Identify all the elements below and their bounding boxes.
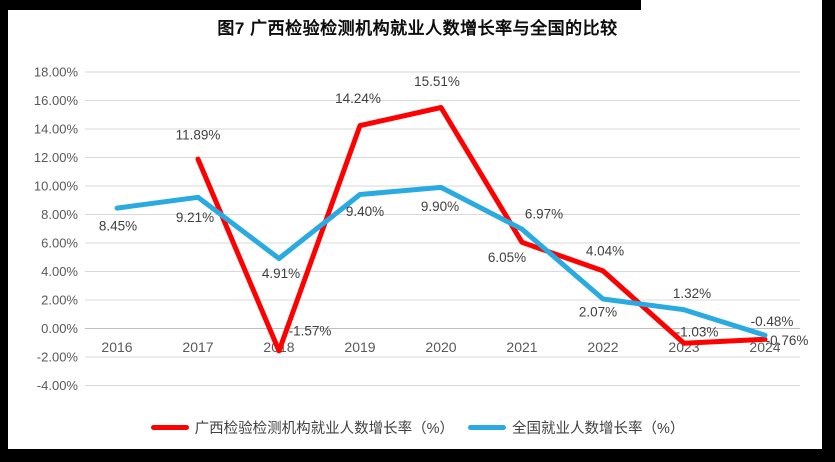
y-axis-tick-label: 0.00% <box>41 321 78 336</box>
legend-item-national: 全国就业人数增长率（%） <box>468 417 684 438</box>
data-label: 6.97% <box>525 207 563 222</box>
data-label: -1.57% <box>289 323 332 338</box>
data-label: 8.45% <box>99 219 137 234</box>
data-label: 9.40% <box>346 204 384 219</box>
x-axis-tick-label: 2017 <box>182 339 213 355</box>
chart-legend: 广西检验检测机构就业人数增长率（%） 全国就业人数增长率（%） <box>0 415 835 439</box>
screen-border-bottom <box>0 449 835 462</box>
screen-border-right <box>822 0 835 462</box>
y-axis-tick-label: 16.00% <box>34 93 79 108</box>
data-label: 4.91% <box>262 266 300 281</box>
legend-item-guangxi: 广西检验检测机构就业人数增长率（%） <box>150 417 454 438</box>
x-axis-tick-label: 2016 <box>101 339 132 355</box>
legend-label: 全国就业人数增长率（%） <box>512 420 685 437</box>
y-axis-tick-label: 18.00% <box>34 65 79 80</box>
x-axis-tick-label: 2019 <box>344 339 375 355</box>
data-label: 9.21% <box>176 210 214 225</box>
y-axis-tick-label: -2.00% <box>37 350 79 365</box>
data-label: 9.90% <box>421 199 459 214</box>
data-label: 14.24% <box>335 91 381 106</box>
x-axis-tick-label: 2022 <box>587 339 618 355</box>
y-axis-tick-label: 2.00% <box>41 293 78 308</box>
data-label: 11.89% <box>176 128 221 143</box>
x-axis-tick-label: 2020 <box>425 339 456 355</box>
data-label: 15.51% <box>414 74 460 89</box>
legend-swatch-red-line-icon <box>150 424 189 430</box>
series-line-national <box>114 184 768 338</box>
data-label: -0.76% <box>766 333 809 348</box>
y-axis-tick-label: 14.00% <box>34 122 79 137</box>
x-axis-tick-label: 2021 <box>506 339 537 355</box>
series-line-guangxi <box>195 105 768 354</box>
data-label: 1.32% <box>673 286 711 301</box>
data-label: -1.03% <box>676 325 719 340</box>
y-axis-tick-label: 12.00% <box>34 150 79 165</box>
y-axis-tick-label: 4.00% <box>41 264 78 279</box>
y-axis-tick-label: 10.00% <box>34 179 79 194</box>
legend-swatch-blue-line-icon <box>468 424 506 430</box>
data-label: 2.07% <box>579 305 617 320</box>
data-label: 6.05% <box>488 250 526 265</box>
chart-title: 图7 广西检验检测机构就业人数增长率与全国的比较 <box>217 19 618 38</box>
data-label: -0.48% <box>751 314 794 329</box>
y-axis-tick-label: 6.00% <box>41 236 78 251</box>
screen-border-top <box>0 0 641 10</box>
y-axis-tick-label: -4.00% <box>37 378 79 393</box>
data-label: 4.04% <box>586 243 624 258</box>
screen-border-left <box>0 0 8 462</box>
y-axis-tick-label: 8.00% <box>41 207 78 222</box>
legend-label: 广西检验检测机构就业人数增长率（%） <box>194 420 454 437</box>
x-axis-tick-label: 2024 <box>749 339 780 355</box>
